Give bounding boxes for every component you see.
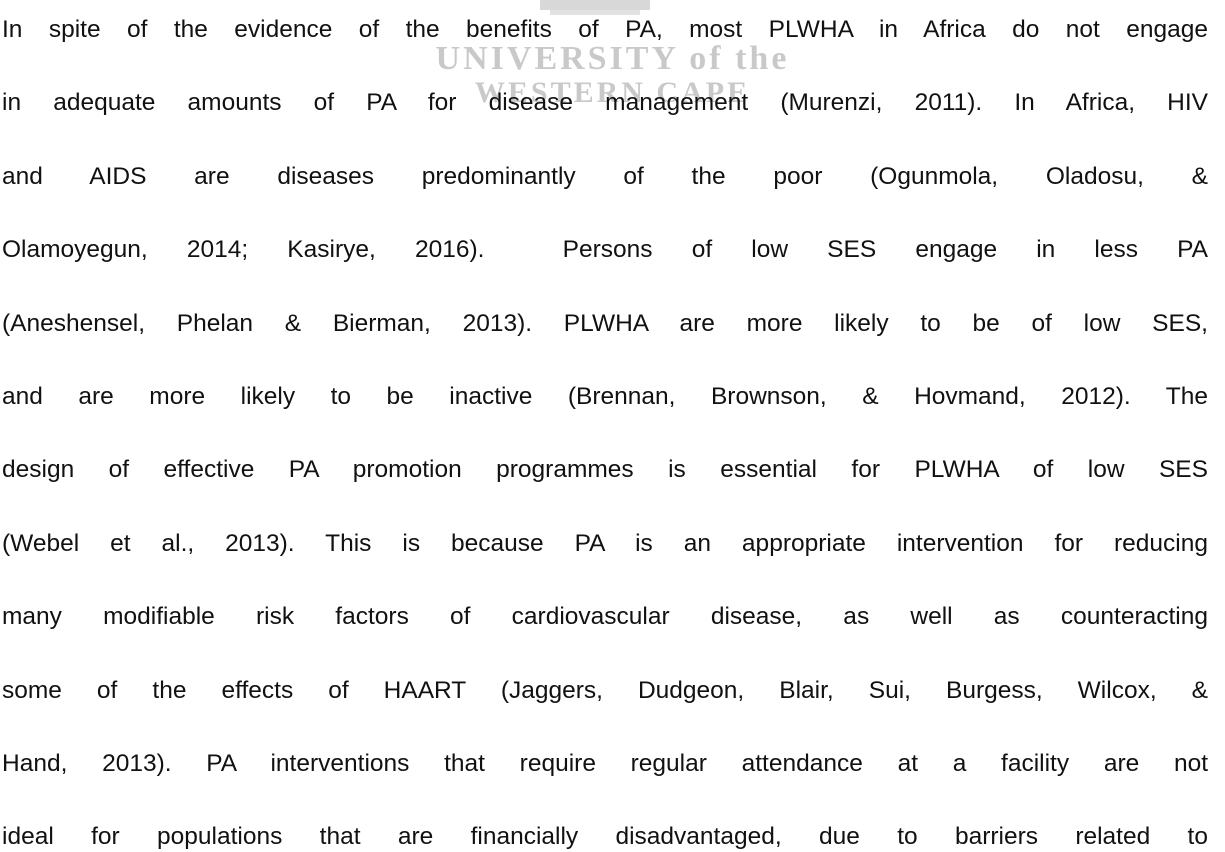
text-line: and AIDS are diseases predominantly of t… [2, 162, 1208, 190]
text-line: in adequate amounts of PA for disease ma… [2, 89, 1208, 117]
text-line: (Aneshensel, Phelan & Bierman, 2013). PL… [2, 309, 1208, 337]
watermark-line: WESTERN CAPE [474, 76, 751, 109]
text-line: (Webel et al., 2013). This is because PA… [2, 529, 1208, 557]
text-line: and are more likely to be inactive (Bren… [2, 383, 1208, 410]
watermark-line: UNIVERSITY of the [435, 40, 790, 77]
text-line: In spite of the evidence of the benefits… [2, 16, 1208, 43]
text-line: many modifiable risk factors of cardiova… [2, 603, 1208, 631]
text-line: design of effective PA promotion program… [2, 456, 1208, 484]
watermark-building [540, 0, 650, 15]
text-line: Hand, 2013). PA interventions that requi… [2, 750, 1208, 777]
text-line: ideal for populations that are financial… [2, 823, 1208, 851]
text-line: Olamoyegun, 2014; Kasirye, 2016). Person… [2, 236, 1208, 264]
text-line: some of the effects of HAART (Jaggers, D… [2, 676, 1208, 704]
